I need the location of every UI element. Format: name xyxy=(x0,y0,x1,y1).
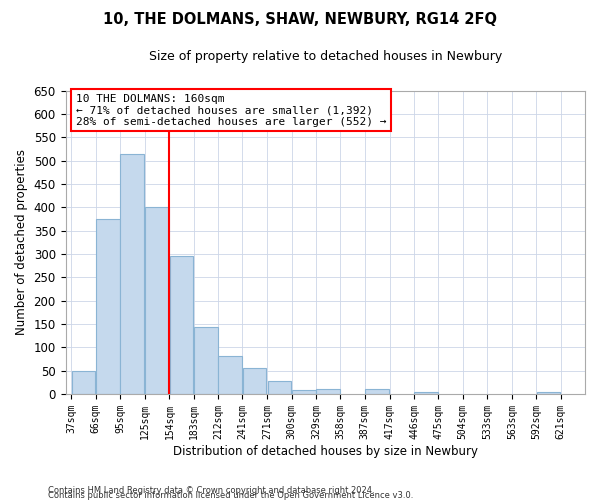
Text: Contains HM Land Registry data © Crown copyright and database right 2024.: Contains HM Land Registry data © Crown c… xyxy=(48,486,374,495)
Bar xyxy=(96,219,119,394)
Y-axis label: Number of detached properties: Number of detached properties xyxy=(15,150,28,336)
Title: Size of property relative to detached houses in Newbury: Size of property relative to detached ho… xyxy=(149,50,502,63)
Bar xyxy=(218,356,242,394)
Bar xyxy=(268,381,292,394)
Bar xyxy=(170,256,193,394)
Bar xyxy=(316,390,340,394)
Bar xyxy=(72,370,95,394)
Bar xyxy=(242,368,266,394)
Bar xyxy=(537,392,560,394)
Bar xyxy=(292,390,316,394)
Bar xyxy=(194,327,218,394)
Bar xyxy=(121,154,144,394)
Bar xyxy=(415,392,438,394)
Text: Contains public sector information licensed under the Open Government Licence v3: Contains public sector information licen… xyxy=(48,490,413,500)
Bar xyxy=(365,390,389,394)
X-axis label: Distribution of detached houses by size in Newbury: Distribution of detached houses by size … xyxy=(173,444,478,458)
Text: 10, THE DOLMANS, SHAW, NEWBURY, RG14 2FQ: 10, THE DOLMANS, SHAW, NEWBURY, RG14 2FQ xyxy=(103,12,497,28)
Text: 10 THE DOLMANS: 160sqm
← 71% of detached houses are smaller (1,392)
28% of semi-: 10 THE DOLMANS: 160sqm ← 71% of detached… xyxy=(76,94,386,127)
Bar xyxy=(145,208,169,394)
